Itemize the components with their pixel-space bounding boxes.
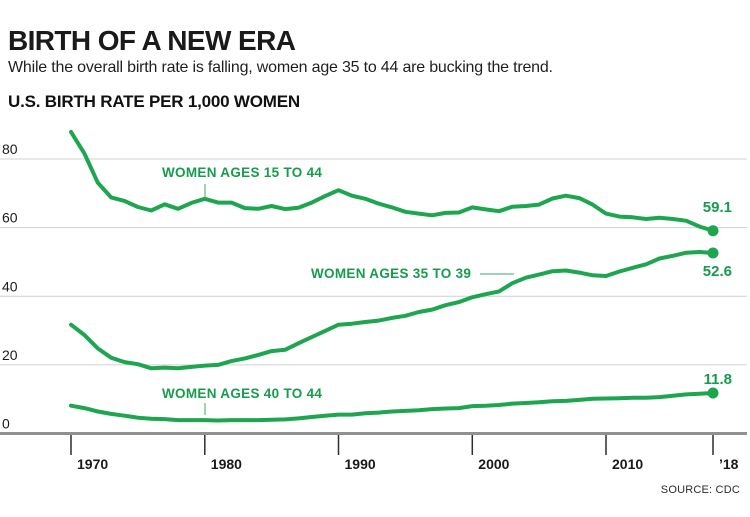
leader-line-35-39 bbox=[480, 273, 514, 275]
end-label-35-39: 52.6 bbox=[702, 263, 732, 280]
series-endpoint-35-39 bbox=[707, 247, 719, 259]
page-subtitle: While the overall birth rate is falling,… bbox=[8, 59, 553, 76]
series-endpoint-15-44 bbox=[707, 225, 719, 237]
x-axis-label: ’18 bbox=[719, 456, 739, 472]
y-axis-label: 0 bbox=[2, 416, 10, 432]
x-axis-label: 2010 bbox=[612, 456, 643, 472]
series-line-40-44 bbox=[69, 391, 715, 423]
source-credit: SOURCE: CDC bbox=[660, 484, 740, 496]
page-title: BIRTH OF A NEW ERA bbox=[8, 25, 296, 56]
leader-line-15-44 bbox=[204, 184, 206, 197]
x-axis-label: 1970 bbox=[77, 456, 108, 472]
series-label-35-39: WOMEN AGES 35 TO 39 bbox=[311, 266, 472, 281]
y-axis-label: 60 bbox=[2, 210, 18, 226]
end-label-40-44: 11.8 bbox=[703, 371, 732, 388]
series-line-15-44 bbox=[69, 129, 715, 233]
x-axis-label: 1980 bbox=[211, 456, 242, 472]
series-endpoint-40-44 bbox=[707, 387, 719, 399]
y-axis-label: 80 bbox=[2, 141, 18, 157]
x-axis-label: 1990 bbox=[345, 456, 376, 472]
leader-line-40-44 bbox=[204, 403, 206, 415]
y-axis-label: 20 bbox=[2, 347, 18, 363]
end-label-15-44: 59.1 bbox=[702, 199, 732, 216]
chart-title: U.S. BIRTH RATE PER 1,000 WOMEN bbox=[8, 92, 300, 111]
series-label-40-44: WOMEN AGES 40 TO 44 bbox=[162, 386, 323, 401]
series-label-15-44: WOMEN AGES 15 TO 44 bbox=[162, 165, 323, 180]
y-axis-label: 40 bbox=[2, 278, 18, 294]
x-axis-label: 2000 bbox=[478, 456, 509, 472]
series-line-35-39 bbox=[69, 250, 715, 371]
